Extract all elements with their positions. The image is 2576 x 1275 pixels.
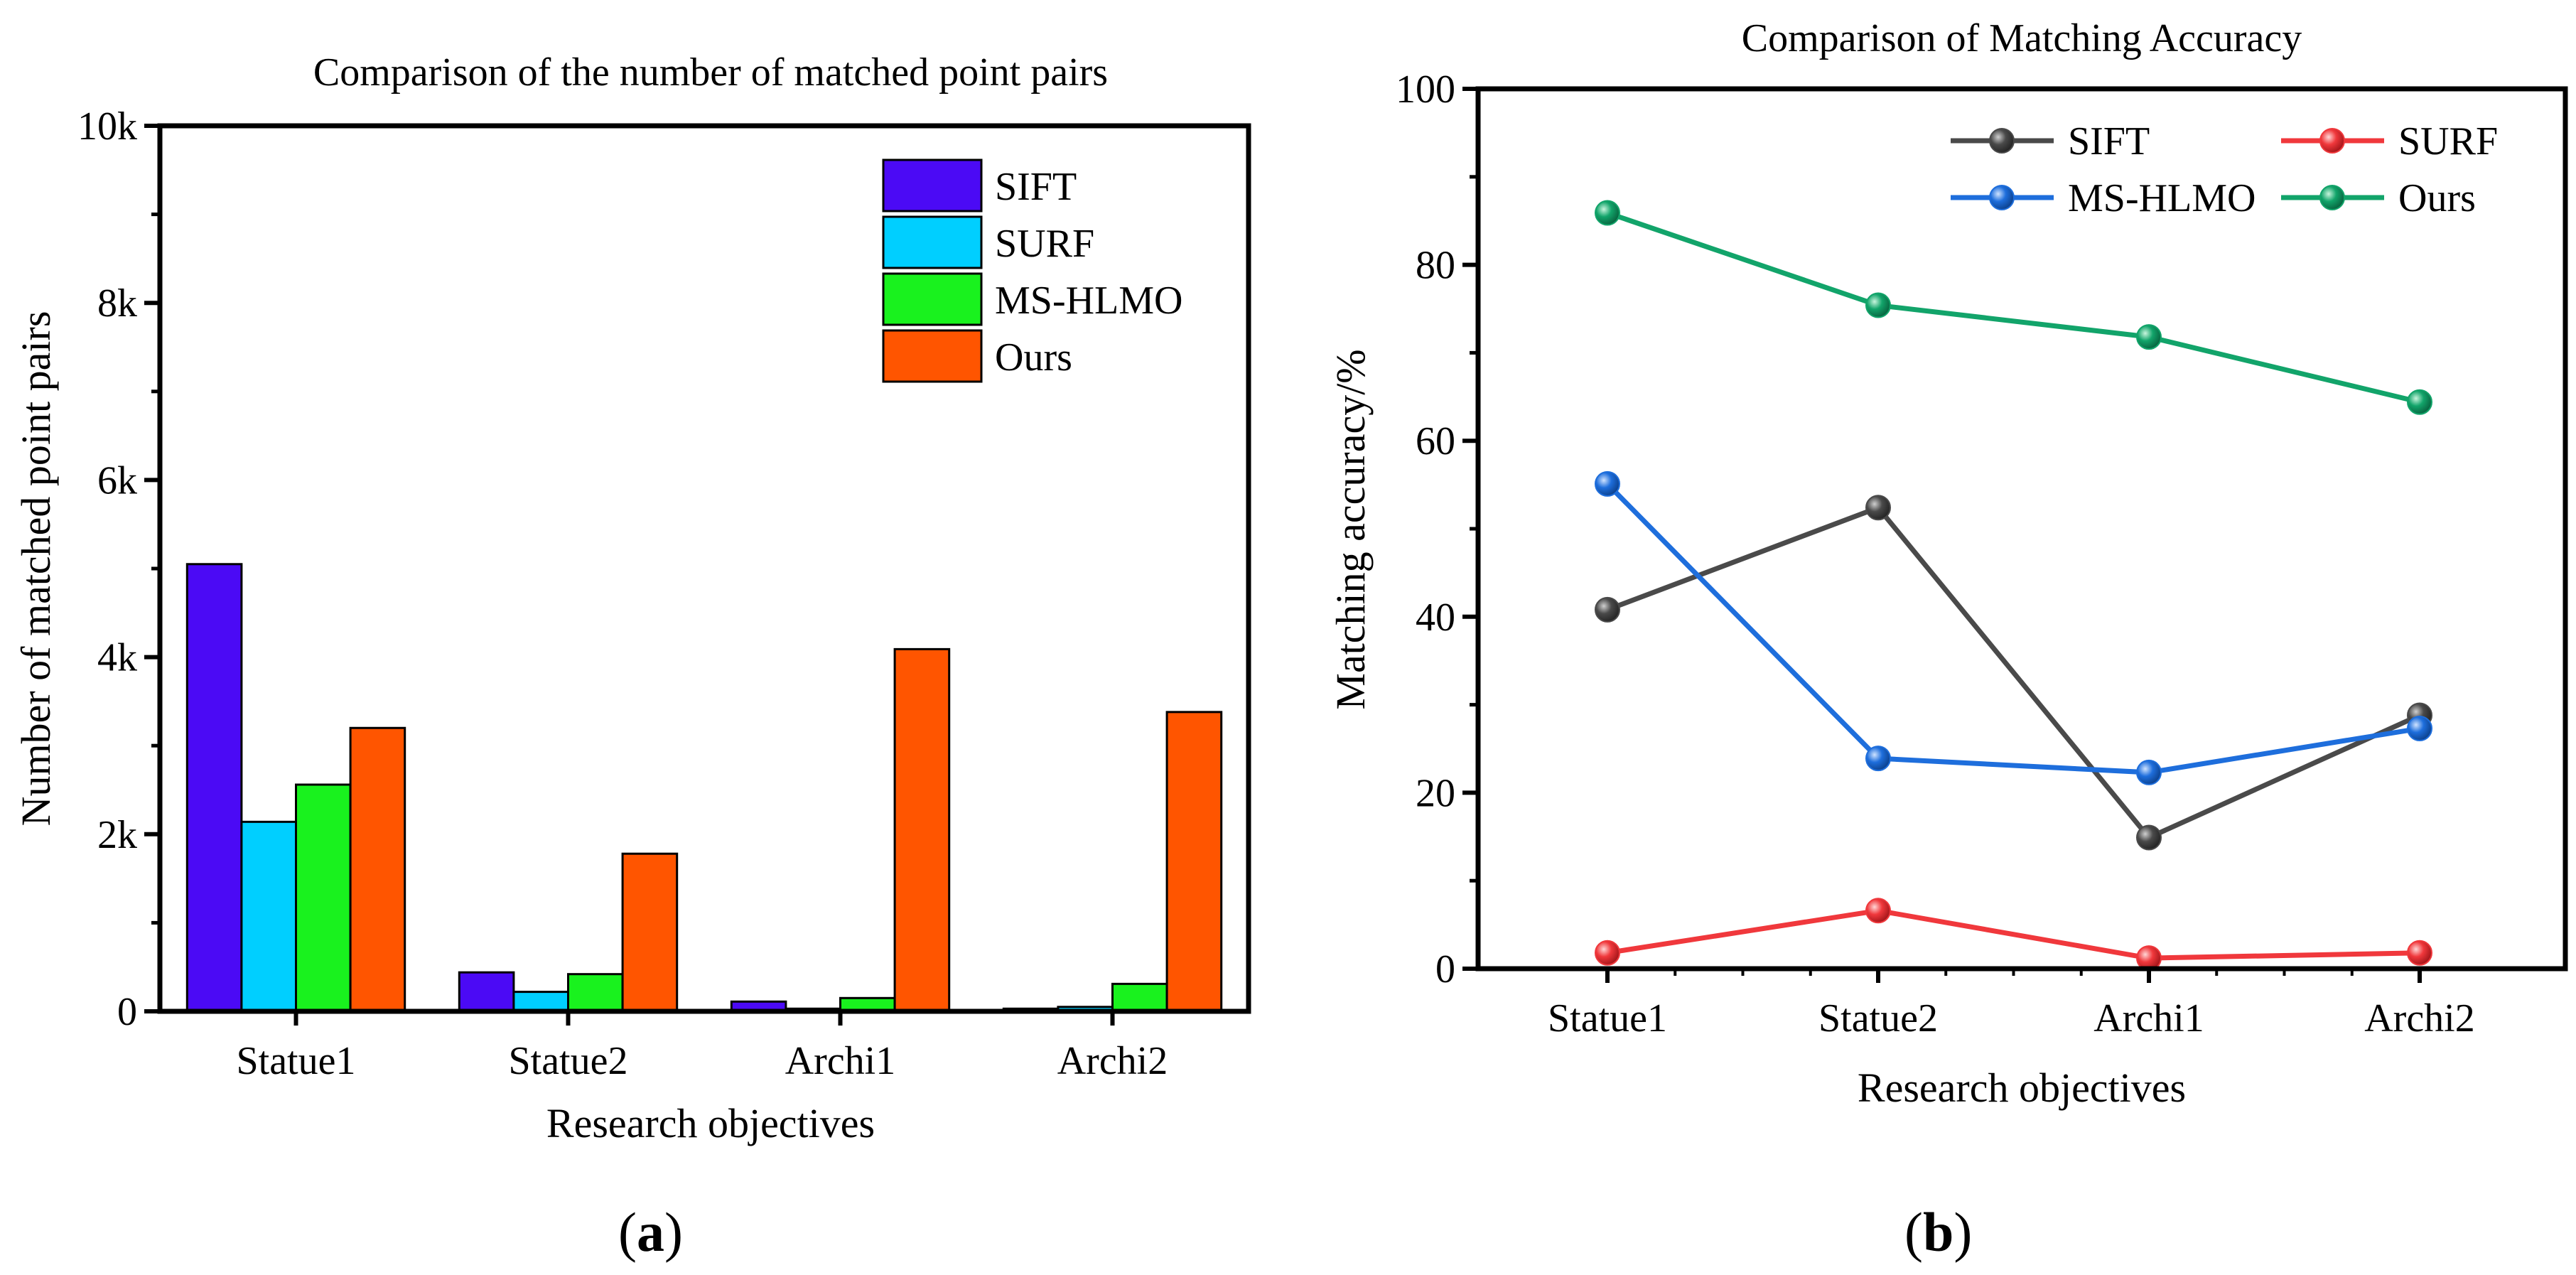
x-tick-label: Statue1 (1548, 996, 1667, 1040)
bar-ms-hlmo-statue1 (295, 783, 352, 1013)
y-tick-label: 10k (77, 104, 137, 149)
line-chart-x-axis-ticks: Statue1 Statue2 Archi1 Archi2 (1548, 969, 2475, 1040)
legend-label-ours: Ours (995, 335, 1072, 380)
bar-chart-y-axis-ticks: 0 2k 4k 6k 8k 10k (77, 104, 160, 1034)
y-tick-label: 2k (97, 813, 137, 857)
legend-marker-ms-hlmo (1989, 185, 2015, 210)
x-tick-label: Archi1 (785, 1039, 896, 1083)
bar-ms-hlmo-statue2 (567, 973, 624, 1013)
legend-label-ms-hlmo: MS-HLMO (2068, 176, 2256, 220)
bar-ms-hlmo-archi2 (1111, 982, 1168, 1013)
marker-ours-archi1 (2136, 324, 2162, 350)
panel-label-a: (a) (618, 1201, 683, 1263)
marker-ms-hlmo-statue1 (1595, 470, 1620, 497)
y-tick-label: 80 (1416, 244, 1455, 288)
x-tick-label: Statue1 (237, 1039, 356, 1083)
marker-ours-statue2 (1865, 292, 1891, 318)
line-chart-title: Comparison of Matching Accuracy (1742, 16, 2302, 60)
legend-swatch-surf (882, 215, 983, 269)
x-tick-label: Archi2 (2364, 996, 2475, 1040)
marker-surf-statue1 (1595, 940, 1620, 966)
bar-ours-statue1 (349, 726, 406, 1013)
legend-label-surf: SURF (2398, 119, 2498, 163)
line-ours (1606, 210, 2420, 405)
marker-ms-hlmo-archi2 (2407, 716, 2432, 742)
legend-label-surf: SURF (995, 222, 1094, 266)
line-chart-x-axis-label: Research objectives (1858, 1065, 2186, 1111)
bar-surf-statue1 (240, 820, 297, 1013)
legend-label-ours: Ours (2398, 176, 2476, 220)
y-tick-label: 60 (1416, 419, 1455, 463)
marker-sift-statue2 (1865, 495, 1891, 521)
bar-chart-plot-frame (157, 123, 1251, 1014)
line-ms-hlmo (1605, 482, 2420, 775)
panel-label-b: (b) (1904, 1201, 1972, 1263)
bar-ours-archi2 (1165, 711, 1223, 1013)
marker-ours-statue1 (1595, 200, 1620, 226)
line-chart: Comparison of Matching Accuracy 0 20 40 60 8… (1327, 16, 2568, 1263)
line-chart-legend: SIFT SURF MS-HLMO Ours (1951, 119, 2498, 220)
y-tick-label: 0 (1435, 947, 1455, 991)
bar-chart-title: Comparison of the number of matched poin… (313, 50, 1108, 95)
line-surf (1607, 908, 2420, 961)
marker-sift-archi1 (2136, 824, 2162, 851)
marker-ours-archi2 (2407, 389, 2432, 415)
x-tick-label: Statue2 (1818, 996, 1938, 1040)
y-tick-label: 100 (1396, 68, 1455, 112)
marker-sift-statue1 (1595, 596, 1620, 623)
y-tick-label: 20 (1416, 771, 1455, 815)
bar-surf-statue2 (512, 991, 570, 1013)
marker-surf-statue2 (1865, 898, 1891, 924)
y-tick-label: 40 (1416, 596, 1455, 640)
legend-swatch-ms-hlmo (882, 272, 983, 326)
line-chart-y-axis-ticks: 0 20 40 60 80 100 (1396, 68, 1478, 991)
legend-swatch-sift (882, 158, 983, 212)
x-tick-label: Statue2 (509, 1039, 628, 1083)
legend-marker-sift (1989, 128, 2015, 154)
y-tick-label: 6k (97, 458, 137, 502)
marker-surf-archi2 (2407, 940, 2432, 966)
marker-ms-hlmo-statue2 (1865, 746, 1891, 772)
marker-ms-hlmo-archi1 (2136, 759, 2162, 785)
bar-ours-statue2 (621, 852, 679, 1013)
x-tick-label: Archi1 (2093, 996, 2204, 1040)
line-chart-y-axis-label: Matching accuracy/% (1327, 349, 1374, 709)
line-chart-series (1595, 200, 2432, 972)
bar-chart-x-axis-ticks: Statue1 Statue2 Archi1 Archi2 (237, 1011, 1168, 1083)
x-tick-label: Archi2 (1057, 1039, 1168, 1083)
y-tick-label: 0 (117, 990, 137, 1034)
bar-chart-legend: SIFT SURF MS-HLMO Ours (882, 158, 1182, 383)
line-sift (1606, 505, 2421, 841)
bar-chart-y-axis-label: Number of matched point pairs (13, 311, 59, 827)
y-tick-label: 8k (97, 281, 137, 326)
bar-ours-archi1 (893, 647, 951, 1013)
legend-label-ms-hlmo: MS-HLMO (995, 279, 1182, 323)
bar-chart-bars (185, 563, 1223, 1013)
line-chart-plot-frame (1475, 86, 2568, 972)
y-tick-label: 4k (97, 636, 137, 680)
legend-swatch-ours (882, 329, 983, 383)
legend-label-sift: SIFT (2068, 119, 2150, 163)
bar-sift-statue2 (458, 971, 515, 1013)
bar-chart-x-axis-label: Research objectives (546, 1100, 875, 1146)
bar-sift-statue1 (185, 563, 243, 1013)
legend-marker-ours (2319, 185, 2345, 210)
legend-label-sift: SIFT (995, 165, 1077, 209)
legend-marker-surf (2319, 128, 2345, 154)
bar-chart: Comparison of the number of matched poin… (13, 50, 1251, 1263)
